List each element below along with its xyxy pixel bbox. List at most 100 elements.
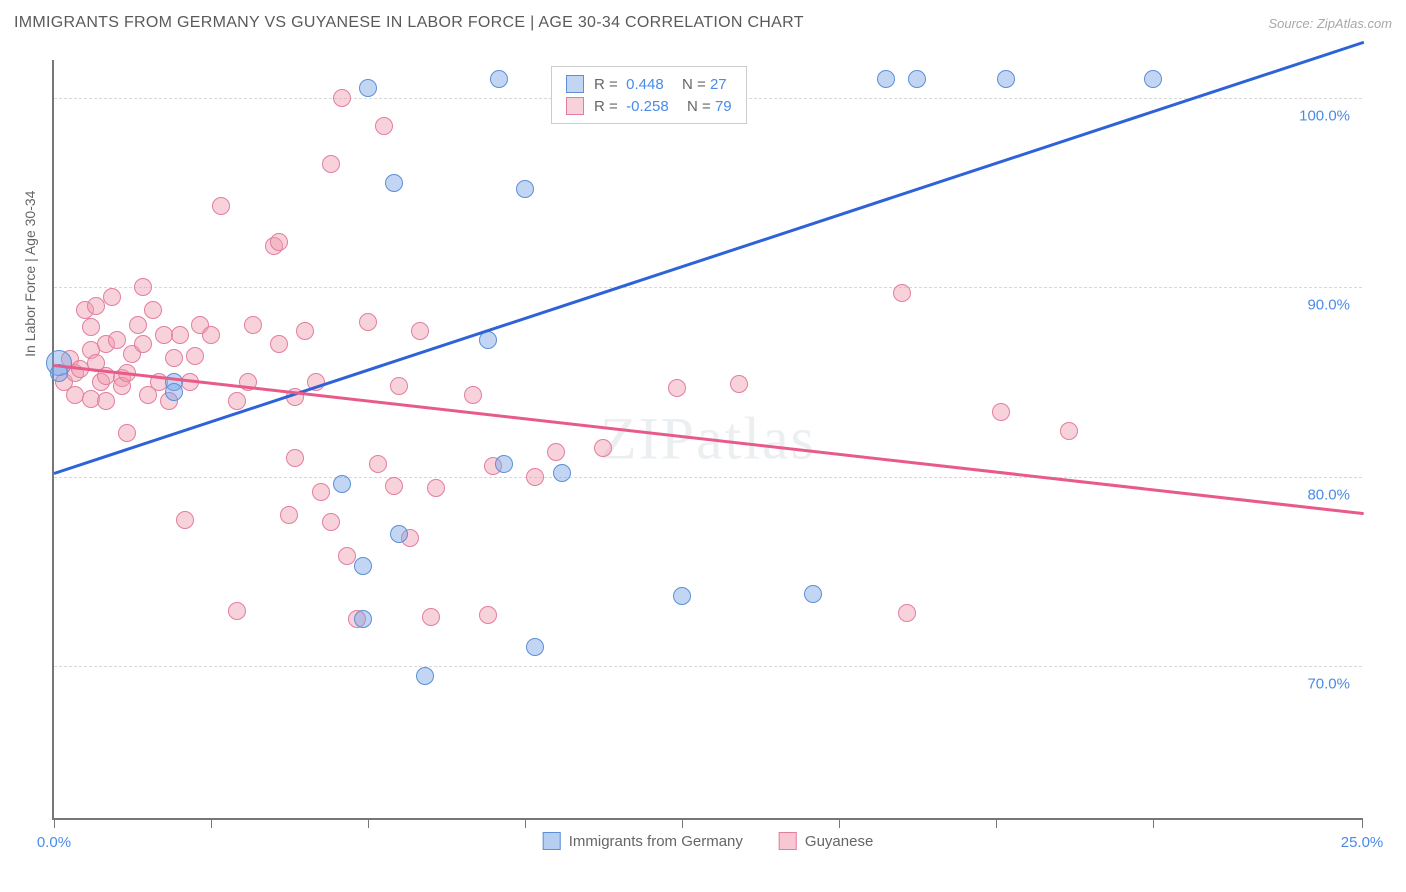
- x-tick-mark: [1362, 818, 1363, 828]
- gridline-h: [54, 666, 1362, 667]
- scatter-point: [908, 70, 926, 88]
- scatter-point: [186, 347, 204, 365]
- scatter-point: [390, 377, 408, 395]
- scatter-point: [385, 477, 403, 495]
- scatter-point: [385, 174, 403, 192]
- stat-r-value: -0.258: [626, 98, 669, 115]
- y-tick-label: 80.0%: [1307, 486, 1350, 503]
- scatter-point: [390, 525, 408, 543]
- legend-bottom: Immigrants from Germany Guyanese: [543, 832, 874, 850]
- scatter-point: [333, 89, 351, 107]
- scatter-point: [495, 455, 513, 473]
- stat-n-label: N = 79: [679, 98, 732, 115]
- scatter-point: [526, 468, 544, 486]
- y-axis-label: In Labor Force | Age 30-34: [22, 191, 38, 357]
- stat-r-value: 0.448: [626, 76, 664, 93]
- scatter-point: [992, 403, 1010, 421]
- stat-r-label: R = -0.258: [594, 98, 669, 115]
- x-tick-mark: [996, 818, 997, 828]
- scatter-point: [479, 606, 497, 624]
- legend-swatch: [779, 832, 797, 850]
- scatter-point: [82, 318, 100, 336]
- x-tick-mark: [682, 818, 683, 828]
- legend-label: Immigrants from Germany: [569, 833, 743, 850]
- stat-n-label: N = 27: [674, 76, 727, 93]
- x-tick-mark: [839, 818, 840, 828]
- scatter-point: [171, 326, 189, 344]
- gridline-h: [54, 477, 1362, 478]
- legend-label: Guyanese: [805, 833, 873, 850]
- scatter-point: [103, 288, 121, 306]
- scatter-point: [134, 278, 152, 296]
- scatter-point: [673, 587, 691, 605]
- scatter-point: [1144, 70, 1162, 88]
- scatter-point: [286, 449, 304, 467]
- scatter-point: [898, 604, 916, 622]
- y-tick-label: 100.0%: [1299, 107, 1350, 124]
- scatter-point: [134, 335, 152, 353]
- scatter-point: [730, 375, 748, 393]
- scatter-point: [516, 180, 534, 198]
- legend-stats-row: R = -0.258 N = 79: [566, 95, 732, 117]
- scatter-point: [375, 117, 393, 135]
- chart-title: IMMIGRANTS FROM GERMANY VS GUYANESE IN L…: [14, 14, 804, 32]
- scatter-point: [165, 349, 183, 367]
- scatter-point: [354, 557, 372, 575]
- x-tick-label: 0.0%: [37, 834, 71, 851]
- scatter-point: [176, 511, 194, 529]
- scatter-point: [422, 608, 440, 626]
- x-tick-label: 25.0%: [1341, 834, 1384, 851]
- gridline-h: [54, 287, 1362, 288]
- stat-n-value: 79: [715, 98, 732, 115]
- scatter-point: [97, 392, 115, 410]
- scatter-point: [427, 479, 445, 497]
- scatter-point: [296, 322, 314, 340]
- scatter-point: [464, 386, 482, 404]
- source-label: Source: ZipAtlas.com: [1268, 16, 1392, 31]
- legend-swatch: [543, 832, 561, 850]
- scatter-point: [416, 667, 434, 685]
- scatter-point: [490, 70, 508, 88]
- legend-stats-box: R = 0.448 N = 27 R = -0.258 N = 79: [551, 66, 747, 124]
- scatter-point: [668, 379, 686, 397]
- scatter-point: [893, 284, 911, 302]
- scatter-point: [547, 443, 565, 461]
- scatter-point: [354, 610, 372, 628]
- x-tick-mark: [368, 818, 369, 828]
- x-tick-mark: [525, 818, 526, 828]
- scatter-point: [280, 506, 298, 524]
- legend-bottom-item: Guyanese: [779, 832, 873, 850]
- y-tick-label: 90.0%: [1307, 297, 1350, 314]
- legend-swatch: [566, 75, 584, 93]
- scatter-point: [594, 439, 612, 457]
- scatter-point: [369, 455, 387, 473]
- scatter-point: [270, 233, 288, 251]
- scatter-point: [877, 70, 895, 88]
- scatter-point: [359, 313, 377, 331]
- plot-area: ZIPatlas 70.0%80.0%90.0%100.0%0.0%25.0%R…: [52, 60, 1362, 820]
- scatter-point: [228, 602, 246, 620]
- stat-r-label: R = 0.448: [594, 76, 664, 93]
- scatter-point: [165, 383, 183, 401]
- scatter-point: [526, 638, 544, 656]
- x-tick-mark: [54, 818, 55, 828]
- x-tick-mark: [211, 818, 212, 828]
- scatter-point: [322, 155, 340, 173]
- scatter-point: [144, 301, 162, 319]
- legend-swatch: [566, 97, 584, 115]
- scatter-point: [411, 322, 429, 340]
- scatter-point: [108, 331, 126, 349]
- scatter-point: [312, 483, 330, 501]
- scatter-point: [804, 585, 822, 603]
- scatter-point: [129, 316, 147, 334]
- scatter-point: [270, 335, 288, 353]
- legend-bottom-item: Immigrants from Germany: [543, 832, 743, 850]
- scatter-point: [359, 79, 377, 97]
- scatter-point: [202, 326, 220, 344]
- scatter-point: [244, 316, 262, 334]
- scatter-point: [997, 70, 1015, 88]
- scatter-point: [118, 424, 136, 442]
- scatter-point: [228, 392, 246, 410]
- x-tick-mark: [1153, 818, 1154, 828]
- scatter-point: [553, 464, 571, 482]
